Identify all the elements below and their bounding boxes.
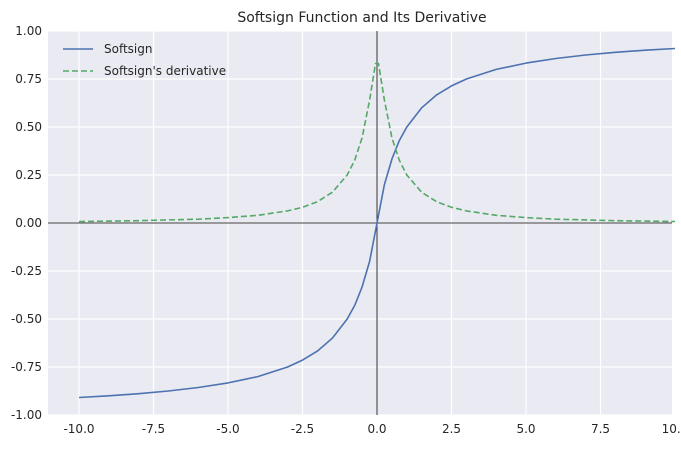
y-tick-label: 1.00: [15, 24, 42, 38]
y-tick-label: -0.75: [11, 360, 42, 374]
series-lines: [78, 47, 676, 399]
y-tick-label: -0.25: [11, 264, 42, 278]
x-tick-label: -5.0: [216, 422, 239, 436]
x-tick-label: -2.5: [291, 422, 314, 436]
legend-label: Softsign: [104, 42, 153, 56]
x-tick-label: 0.0: [367, 422, 386, 436]
chart-title: Softsign Function and Its Derivative: [237, 10, 486, 26]
y-tick-label: -1.00: [11, 408, 42, 422]
y-tick-label: 0.25: [15, 168, 42, 182]
y-axis-ticks: 1.00 0.75 0.50 0.25 0.00 -0.25 -0.50 -0.75 -1.00: [11, 24, 42, 422]
y-tick-label: 0.00: [15, 216, 42, 230]
legend: Softsign Softsign's derivative: [63, 42, 226, 78]
y-tick-label: -0.50: [11, 312, 42, 326]
x-tick-label: 10.0: [662, 422, 681, 436]
y-tick-label: 0.75: [15, 72, 42, 86]
legend-label: Softsign's derivative: [104, 64, 226, 78]
series-line-softsign: [78, 47, 676, 399]
x-tick-label: 7.5: [591, 422, 610, 436]
series-line-derivative: [78, 62, 676, 223]
x-tick-label: 2.5: [442, 422, 461, 436]
x-tick-label: -10.0: [63, 422, 94, 436]
y-tick-label: 0.50: [15, 120, 42, 134]
x-tick-label: -7.5: [142, 422, 165, 436]
x-tick-label: 5.0: [516, 422, 535, 436]
x-axis-ticks: -10.0 -7.5 -5.0 -2.5 0.0 2.5 5.0 7.5 10.0: [63, 422, 681, 436]
